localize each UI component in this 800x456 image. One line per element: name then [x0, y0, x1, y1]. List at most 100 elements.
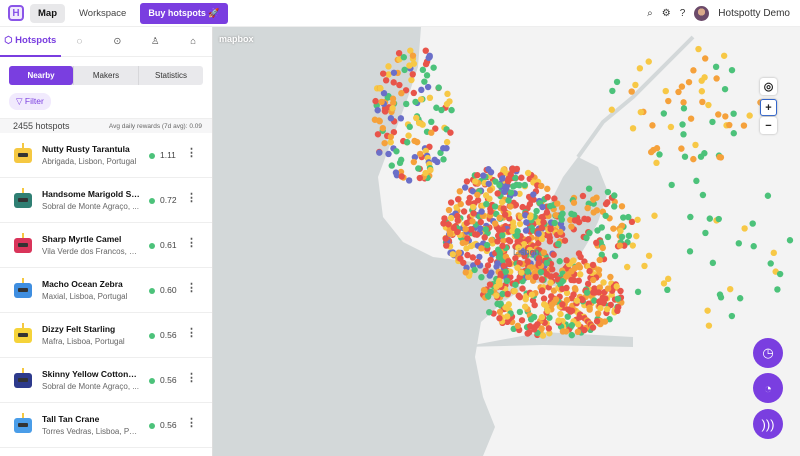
hotspot-marker[interactable]: [596, 256, 603, 264]
hotspot-marker[interactable]: [504, 313, 511, 320]
hotspot-marker[interactable]: [697, 153, 705, 160]
hotspot-marker[interactable]: [455, 249, 462, 256]
hotspot-marker[interactable]: [568, 210, 575, 218]
history-button[interactable]: ◷: [753, 338, 783, 368]
hotspot-marker[interactable]: [559, 277, 567, 285]
hotspot-marker[interactable]: [736, 295, 744, 302]
hotspot-marker[interactable]: [486, 281, 494, 288]
more-menu-icon[interactable]: ⋮: [186, 147, 197, 159]
hotspot-marker[interactable]: [443, 242, 450, 249]
hotspot-marker[interactable]: [513, 232, 521, 240]
hotspot-marker[interactable]: [447, 199, 455, 206]
hotspot-marker[interactable]: [423, 72, 431, 79]
hotspot-marker[interactable]: [421, 78, 428, 85]
hotspot-marker[interactable]: [741, 225, 748, 232]
hotspot-marker[interactable]: [686, 248, 694, 255]
hotspot-marker[interactable]: [519, 285, 526, 292]
hotspot-marker[interactable]: [575, 277, 582, 284]
hotspot-marker[interactable]: [546, 314, 553, 321]
hotspot-marker[interactable]: [698, 88, 706, 95]
hotspot-marker[interactable]: [730, 130, 737, 137]
more-menu-icon[interactable]: ⋮: [186, 282, 197, 294]
hotspot-marker[interactable]: [549, 266, 556, 273]
hotspot-marker[interactable]: [530, 191, 537, 198]
hotspot-marker[interactable]: [409, 71, 416, 78]
hotspot-marker[interactable]: [600, 279, 607, 286]
hotspot-marker[interactable]: [406, 123, 413, 131]
hotspot-marker[interactable]: [675, 88, 682, 96]
hotspot-marker[interactable]: [487, 288, 494, 295]
hotspot-marker[interactable]: [699, 191, 707, 199]
hotspot-marker[interactable]: [567, 308, 574, 315]
hotspot-marker[interactable]: [500, 262, 508, 269]
map[interactable]: Lisbon mapbox ◎ + − ◷ ◔ ))): [213, 27, 800, 456]
hotspot-marker[interactable]: [532, 273, 539, 281]
hotspot-marker[interactable]: [413, 138, 421, 146]
hotspot-marker[interactable]: [551, 219, 558, 227]
hotspot-marker[interactable]: [552, 296, 560, 303]
hotspot-marker[interactable]: [611, 203, 618, 210]
hotspot-marker[interactable]: [702, 55, 709, 62]
hotspot-marker[interactable]: [583, 234, 590, 242]
hotspot-marker[interactable]: [524, 330, 531, 337]
hotspot-marker[interactable]: [417, 96, 425, 103]
user-name[interactable]: Hotspotty Demo: [718, 7, 790, 19]
hotspot-list-item[interactable]: Macho Ocean Zebra Maxial, Lisboa, Portug…: [0, 268, 212, 313]
segment-makers[interactable]: Makers: [73, 66, 138, 85]
hotspot-marker[interactable]: [538, 224, 546, 231]
hotspot-marker[interactable]: [649, 122, 656, 129]
hotspot-marker[interactable]: [607, 301, 614, 309]
hotspot-marker[interactable]: [645, 252, 653, 259]
more-menu-icon[interactable]: ⋮: [186, 327, 197, 339]
hotspot-marker[interactable]: [540, 218, 547, 226]
hotspot-marker[interactable]: [405, 177, 413, 184]
more-menu-icon[interactable]: ⋮: [186, 417, 197, 429]
hotspot-marker[interactable]: [499, 175, 506, 182]
hotspot-marker[interactable]: [530, 313, 538, 321]
hotspot-marker[interactable]: [721, 85, 729, 93]
hotspot-marker[interactable]: [575, 261, 582, 269]
hotspot-marker[interactable]: [385, 150, 392, 158]
hotspot-marker[interactable]: [538, 314, 546, 321]
hotspot-marker[interactable]: [595, 266, 603, 274]
filter-button[interactable]: ▽ Filter: [9, 93, 51, 110]
hotspot-marker[interactable]: [645, 58, 652, 65]
hotspot-marker[interactable]: [380, 89, 388, 97]
hotspot-marker[interactable]: [431, 156, 438, 164]
hotspot-marker[interactable]: [559, 301, 566, 308]
hotspot-marker[interactable]: [586, 267, 593, 275]
hotspot-marker[interactable]: [388, 162, 395, 169]
hotspot-marker[interactable]: [531, 301, 538, 309]
hotspot-marker[interactable]: [633, 232, 640, 240]
hotspot-marker[interactable]: [678, 145, 685, 152]
hotspot-marker[interactable]: [443, 138, 451, 146]
hotspot-marker[interactable]: [543, 270, 551, 278]
hotspot-marker[interactable]: [705, 322, 713, 329]
hotspot-marker[interactable]: [456, 188, 463, 195]
hotspot-marker[interactable]: [397, 115, 405, 122]
hotspot-marker[interactable]: [481, 234, 488, 241]
hotspot-marker[interactable]: [544, 193, 551, 201]
hotspot-marker[interactable]: [720, 52, 728, 59]
hotspot-marker[interactable]: [505, 257, 512, 265]
hotspot-marker[interactable]: [501, 211, 509, 218]
tab-user[interactable]: ♙: [136, 27, 174, 57]
hotspot-marker[interactable]: [447, 230, 454, 238]
nav-workspace[interactable]: Workspace: [79, 7, 127, 19]
hotspot-marker[interactable]: [628, 88, 635, 95]
hotspot-marker[interactable]: [426, 52, 433, 60]
hotspot-marker[interactable]: [474, 258, 481, 266]
segment-nearby[interactable]: Nearby: [9, 66, 73, 85]
hotspot-marker[interactable]: [690, 67, 697, 74]
hotspot-marker[interactable]: [531, 326, 538, 333]
hotspot-marker[interactable]: [584, 280, 592, 288]
search-icon[interactable]: ⌕: [647, 7, 653, 19]
hotspot-marker[interactable]: [527, 213, 534, 221]
hotspot-marker[interactable]: [507, 268, 514, 275]
hotspot-marker[interactable]: [637, 108, 645, 116]
hotspot-marker[interactable]: [496, 308, 504, 316]
hotspot-marker[interactable]: [545, 325, 553, 332]
hotspot-marker[interactable]: [482, 226, 490, 233]
hotspot-marker[interactable]: [770, 249, 777, 257]
hotspot-marker[interactable]: [690, 155, 697, 163]
